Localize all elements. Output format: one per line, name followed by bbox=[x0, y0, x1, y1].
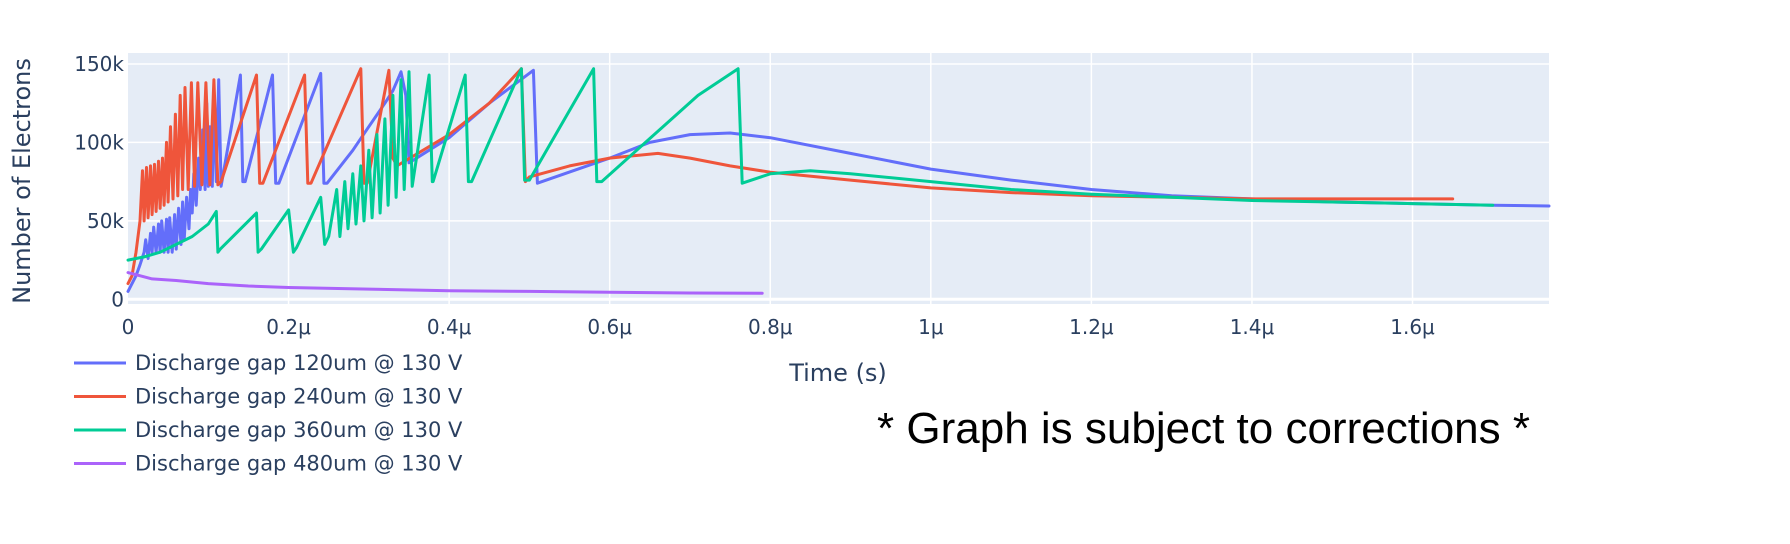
x-tick-label: 1.2μ bbox=[1069, 315, 1114, 339]
x-tick-label: 0 bbox=[122, 315, 135, 339]
legend-label: Discharge gap 120um @ 130 V bbox=[135, 351, 463, 375]
legend-label: Discharge gap 480um @ 130 V bbox=[135, 452, 463, 476]
x-axis-ticks: 0 0.2μ 0.4μ 0.6μ 0.8μ 1μ 1.2μ 1.4μ 1.6μ bbox=[122, 315, 1435, 339]
y-tick-label: 150k bbox=[74, 52, 124, 76]
series-line-3 bbox=[126, 67, 1495, 262]
corrections-note: * Graph is subject to corrections * bbox=[877, 404, 1530, 453]
y-tick-label: 50k bbox=[87, 209, 124, 233]
x-tick-label: 0.8μ bbox=[748, 315, 793, 339]
y-tick-label: 0 bbox=[111, 287, 124, 311]
x-axis-title: Time (s) bbox=[788, 359, 887, 387]
y-axis-title: Number of Electrons bbox=[8, 58, 36, 304]
x-tick-label: 0.6μ bbox=[587, 315, 632, 339]
y-axis-ticks: 0 50k 100k 150k bbox=[74, 52, 124, 311]
legend-label: Discharge gap 360um @ 130 V bbox=[135, 418, 463, 442]
series-line-4 bbox=[126, 271, 764, 295]
legend: Discharge gap 120um @ 130 V Discharge gap… bbox=[74, 351, 463, 476]
y-tick-label: 100k bbox=[74, 130, 124, 154]
series-lines bbox=[126, 67, 1551, 295]
x-tick-label: 0.2μ bbox=[266, 315, 311, 339]
x-tick-label: 1.6μ bbox=[1390, 315, 1435, 339]
legend-label: Discharge gap 240um @ 130 V bbox=[135, 385, 463, 409]
x-tick-label: 1.4μ bbox=[1230, 315, 1275, 339]
y-gridlines bbox=[128, 63, 1549, 301]
x-gridlines bbox=[287, 53, 1414, 304]
x-tick-label: 1μ bbox=[918, 315, 944, 339]
series-line-2 bbox=[126, 67, 1455, 286]
x-tick-label: 0.4μ bbox=[427, 315, 472, 339]
